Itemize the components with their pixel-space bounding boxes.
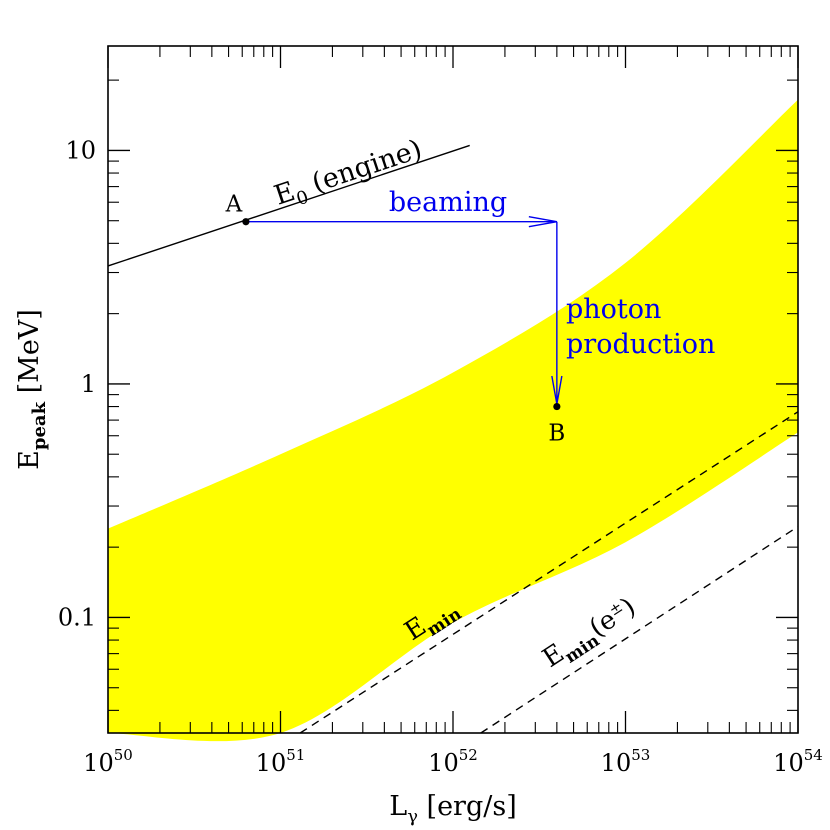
allowed-region-band [108, 99, 798, 742]
y-tick-label: 0.1 [58, 603, 96, 631]
photon-label-line2: production [566, 329, 715, 360]
point-a [242, 218, 250, 226]
emin-pairs-line-label: Emin(e±) [537, 592, 643, 678]
x-tick-label: 1054 [773, 746, 823, 777]
x-tick-label: 1052 [428, 746, 478, 777]
point-label-b: B [548, 421, 565, 447]
x-tick-label: 1053 [601, 746, 651, 777]
point-b [553, 402, 561, 411]
x-axis-label: Lγ [erg/s] [389, 791, 516, 827]
y-tick-label: 10 [65, 136, 96, 164]
point-label-a: A [225, 192, 243, 218]
series-line-1 [299, 411, 799, 734]
series-line-2 [480, 525, 799, 734]
y-tick-label: 1 [81, 370, 96, 398]
x-tick-label: 1050 [83, 746, 133, 777]
x-tick-label: 1051 [256, 746, 306, 777]
series-line-0 [107, 144, 470, 267]
beaming-label: beaming [389, 187, 507, 218]
y-axis-label: Epeak [MeV] [14, 309, 50, 470]
photon-label-line1: photon [566, 294, 661, 325]
